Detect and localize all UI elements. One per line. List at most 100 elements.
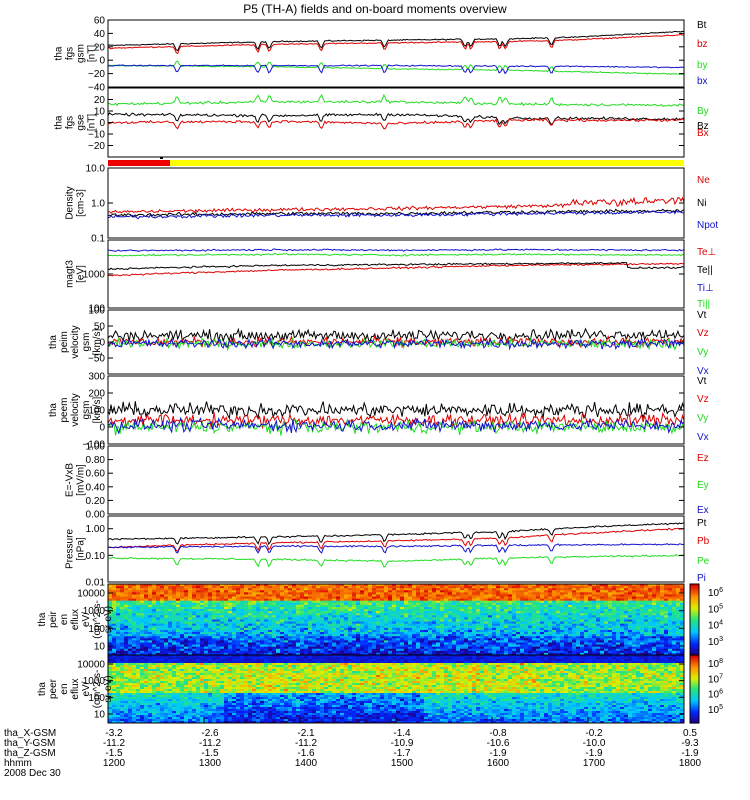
y-axis-label: E=-VxB[mV/m]: [65, 463, 87, 498]
legend-pi: Pi: [697, 573, 706, 584]
panel-frame: [107, 19, 685, 88]
ephemeris-value: -1.9: [681, 748, 699, 759]
y-tick-label: 50: [94, 322, 106, 333]
ion-colorbar: 106 105 104 103: [689, 583, 723, 656]
colorbar-tick-label: 106: [708, 689, 723, 701]
colorbar-tick-label: 103: [708, 636, 723, 648]
ephemeris-value: -11.2: [103, 738, 125, 749]
legend-vx: Vx: [697, 432, 709, 443]
series-ti-line: [107, 248, 685, 252]
y-tick-label: 20: [94, 95, 106, 106]
panel-10: 108 107 106 105 10000 1000 100 10thapeereneflux…: [37, 654, 723, 724]
ephemeris-value: 1800: [679, 758, 702, 769]
y-axis-label: thapeerenefluxeV/(cm^2-s-sr-eV): [37, 670, 114, 709]
y-tick-label: 10000: [77, 589, 105, 600]
ephemeris-value: -0.2: [585, 728, 603, 739]
panel-legend: Te⊥ Te|| Ti⊥ Ti||: [697, 247, 716, 310]
series-npot-line: [108, 209, 685, 220]
ephemeris-value: -10.9: [391, 738, 414, 749]
panel-5: Vt Vz Vy Vx 100 50 0 −50thapeimvelocitygsm[km/s…: [48, 306, 709, 378]
y-tick-label: 0.00: [86, 510, 106, 521]
y-axis-label: thapeimvelocitygsm[km/s]: [48, 325, 103, 358]
legend-vz: Vz: [697, 328, 709, 339]
series-vy-line: [107, 336, 685, 352]
colorbar-tick-label: 105: [708, 704, 723, 716]
y-tick-label: 10: [94, 642, 106, 653]
legend-by: by: [697, 60, 708, 71]
ephemeris-value: 1600: [487, 758, 510, 769]
legend-ey: Ey: [697, 480, 709, 491]
panel-series: [107, 327, 685, 352]
y-axis-label: magt3[eV]: [65, 260, 87, 288]
spectrogram-cells: [108, 655, 685, 724]
series-bz-line: [107, 33, 685, 55]
panel-legend: Ne Ni Npot: [697, 175, 718, 231]
y-tick-label: −40: [88, 83, 105, 94]
panel-4: Te⊥ Te|| Ti⊥ Ti|| 1000 100 magt3[eV]: [65, 239, 716, 315]
colorbar-tick-label: 107: [708, 673, 723, 685]
series-vt-line: [107, 401, 685, 421]
y-tick-label: 0: [99, 56, 105, 67]
y-axis: 10.0 1.0 0.1: [86, 164, 684, 245]
panel-3: Ne Ni Npot 10.0 1.0 0.1 Density[cm-3]: [65, 164, 719, 245]
ephemeris-value: -1.9: [489, 748, 507, 759]
mode-bar-yellow: [170, 160, 684, 166]
series-vt-line: [107, 327, 685, 344]
series-vz-line: [107, 412, 685, 430]
series-te-line: [107, 261, 685, 271]
y-tick-label: 1000: [83, 606, 106, 617]
y-tick-label: 0.1: [91, 234, 105, 245]
y-tick-label: −100: [82, 440, 105, 451]
series-pb-line: [107, 527, 685, 552]
y-tick-label: 10: [94, 107, 106, 118]
series-bx-line: [107, 117, 685, 130]
legend-te: Te⊥: [697, 247, 716, 258]
y-axis-label: thafgsgsm[nT]: [54, 44, 98, 63]
panel-series: [107, 30, 685, 75]
y-tick-label: 1000: [83, 270, 106, 281]
ephemeris-value: -1.9: [585, 748, 603, 759]
series-ti-line: [107, 252, 685, 257]
series-vx-line: [107, 336, 685, 351]
y-tick-label: 200: [88, 389, 105, 400]
ephemeris-value: -2.1: [297, 728, 315, 739]
y-tick-label: −20: [88, 141, 105, 152]
y-tick-label: 0: [99, 118, 105, 129]
ephemeris-value: 1700: [583, 758, 606, 769]
y-axis: 60 40 20 0 −20 −40: [88, 16, 684, 94]
series-by-line: [107, 60, 685, 75]
y-tick-label: 0.20: [86, 496, 106, 507]
panel-9: 106 105 104 103 10000 1000 100 10 thapeireneflux…: [37, 583, 723, 656]
y-tick-label: 1.0: [91, 199, 105, 210]
ephemeris-value: -11.2: [199, 738, 221, 749]
ephemeris-value: 1400: [295, 758, 318, 769]
panel-series: [107, 196, 685, 220]
ephemeris-value: -0.8: [489, 728, 507, 739]
y-tick-label: 40: [94, 29, 106, 40]
legend-ne: Ne: [697, 175, 710, 186]
colorbar-tick-label: 105: [708, 603, 723, 615]
panel-series: [107, 248, 685, 277]
legend-pb: Pb: [697, 536, 710, 547]
legend-vz: Vz: [697, 394, 709, 405]
y-tick-label: 100: [88, 306, 105, 317]
y-tick-label: 10: [94, 710, 106, 721]
series-te-line: [107, 262, 685, 277]
legend-ez: Ez: [697, 453, 709, 464]
legend-ni: Ni: [697, 198, 706, 209]
legend-npot: Npot: [697, 220, 718, 231]
legend-vt: Vt: [697, 310, 707, 321]
ephemeris-value: -9.3: [681, 738, 699, 749]
series-vx-line: [107, 416, 685, 435]
panel-6: Vt Vz Vy Vx 300 200 100 0 −100 thapeemvelocitygsm…: [48, 372, 709, 451]
figure-title: P5 (TH-A) fields and on-board moments ov…: [243, 2, 507, 16]
ephemeris-date: 2008 Dec 30: [4, 768, 61, 779]
ephemeris-value: -2.6: [201, 728, 219, 739]
ephemeris-value: -1.4: [393, 728, 411, 739]
y-axis-label: Density[cm-3]: [65, 186, 87, 219]
